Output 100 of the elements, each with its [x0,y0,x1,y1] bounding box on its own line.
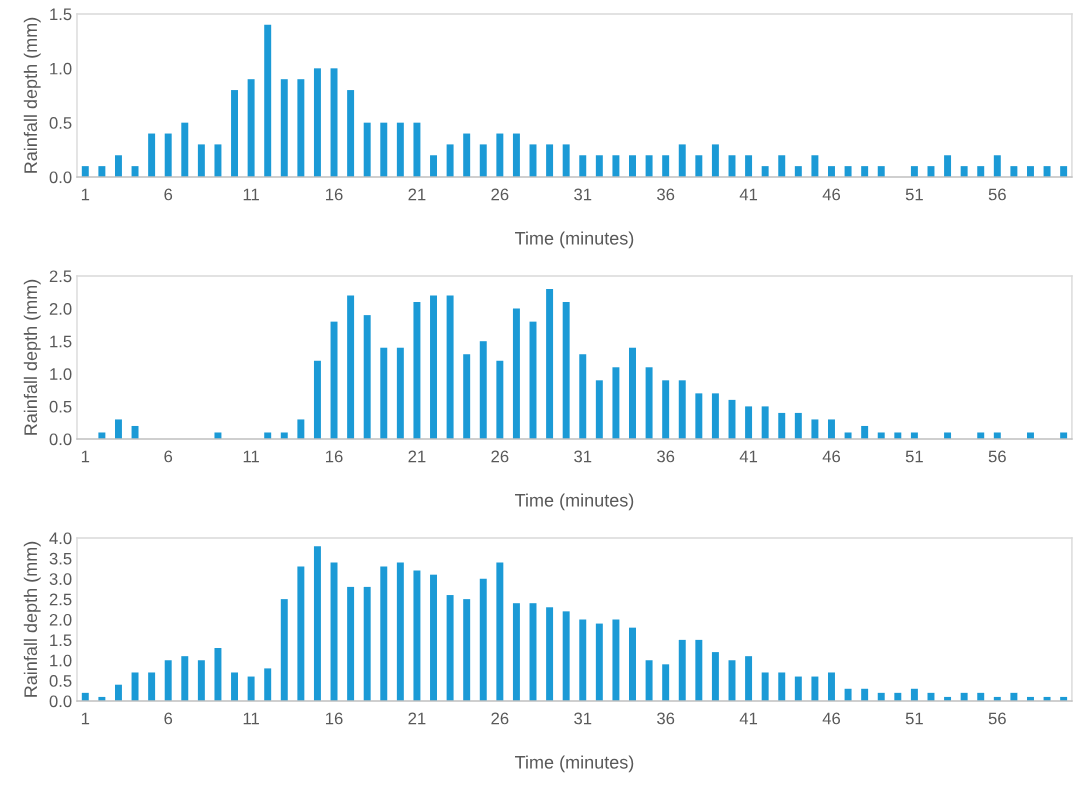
x-tick-label: 56 [988,450,1006,463]
bar [413,570,421,701]
bar [794,166,802,177]
x-tick-label: 31 [574,450,592,463]
x-tick-label: 1 [81,450,90,463]
bar [745,406,753,439]
bar [164,133,172,177]
bar [828,672,835,701]
bar [114,155,122,177]
y-tick-label: 1.0 [50,368,72,380]
bar [446,595,454,701]
bar [927,166,935,177]
x-tick-label: 36 [657,188,675,201]
bar [463,599,471,701]
x-axis-title: Time (minutes) [515,231,634,249]
bar [861,166,869,177]
y-axis-title: Rainfall depth (mm) [23,541,41,697]
bar [297,79,305,177]
bar [711,652,719,701]
bar [612,619,620,701]
bar [629,347,636,439]
y-axis-title: Rainfall depth (mm) [23,279,41,435]
bar [264,24,272,177]
bar [778,672,786,701]
bar [811,419,819,439]
x-tick-label: 46 [822,188,841,201]
bar [297,419,305,439]
bar [977,432,985,439]
bar [877,166,885,177]
bar [197,144,205,177]
bar [861,425,869,439]
bar [313,68,321,177]
bar [363,586,371,701]
bar [479,341,487,439]
y-tick-label: 0.5 [49,400,72,413]
bar [463,354,471,439]
bar [347,90,355,177]
bar [695,639,703,701]
bar [1026,166,1034,177]
x-tick-label: 56 [988,188,1006,201]
bar [612,155,620,177]
x-tick-label: 21 [408,712,426,725]
bar [264,432,272,439]
x-tick-label: 36 [657,450,675,463]
bar [496,562,504,701]
bar [1060,166,1068,177]
bar [745,155,753,177]
bar [778,412,786,439]
bar [761,406,769,439]
y-tick-label: 0.5 [49,117,72,129]
bar [131,672,139,701]
bar [430,155,437,177]
bar [479,578,487,701]
x-tick-label: 51 [905,188,923,201]
bar [98,166,106,177]
x-tick-label: 36 [657,712,675,725]
bar [629,627,636,701]
bar [778,155,786,177]
bar [264,668,272,701]
bar [595,380,603,439]
bar [645,367,653,439]
bar [546,607,554,701]
bar [662,664,670,701]
bar [98,432,106,439]
bar [413,302,421,439]
bar [430,295,437,439]
bar [396,347,404,439]
bar [993,432,1001,439]
x-axis-title: Time (minutes) [515,493,634,511]
x-tick-label: 6 [164,450,173,463]
bar [197,660,205,701]
y-tick-label: 1.5 [50,335,72,348]
bar [794,412,802,439]
bar [579,619,587,701]
bar [81,166,89,177]
x-tick-label: 26 [491,712,509,725]
bar [114,419,122,439]
x-tick-label: 16 [326,712,343,725]
y-tick-label: 0.0 [49,171,72,184]
bar [944,432,952,439]
bar [562,144,570,177]
bar [396,562,404,701]
bar [430,574,437,701]
bar [330,321,338,439]
bar [1010,166,1018,177]
bar [114,684,122,701]
x-tick-label: 46 [822,712,841,725]
x-tick-label: 26 [491,188,509,201]
x-tick-label: 41 [739,712,758,725]
bar [280,599,288,701]
bar [910,432,918,439]
bar [993,155,1001,177]
bar [148,133,156,177]
bar [562,302,570,439]
x-tick-label: 21 [408,188,426,201]
bar [446,144,454,177]
x-tick-label: 51 [905,712,923,725]
bar [861,688,869,701]
bar [828,166,835,177]
bar [645,660,653,701]
